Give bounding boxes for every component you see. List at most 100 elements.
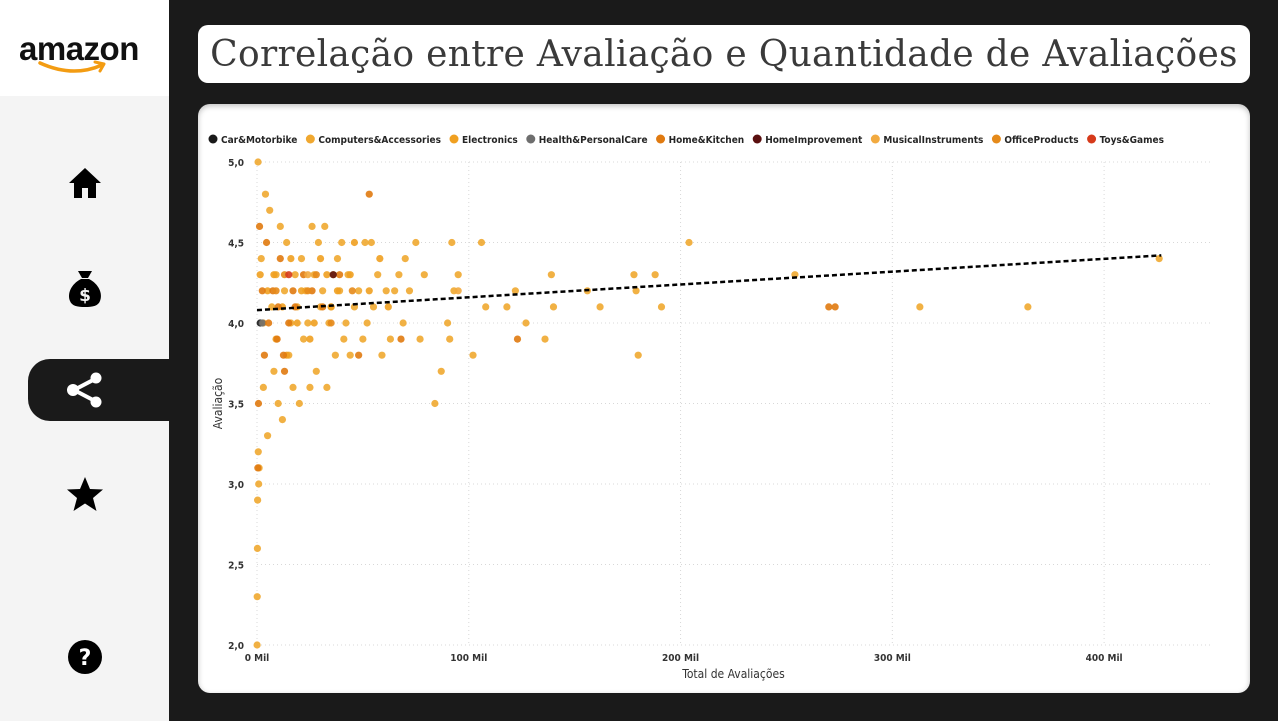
x-tick-label: 300 Mil [874, 653, 911, 664]
data-point [254, 448, 262, 456]
data-point [273, 335, 281, 343]
data-point [503, 303, 511, 311]
data-point [361, 238, 369, 247]
data-point [312, 271, 320, 279]
data-point [630, 271, 638, 279]
svg-text:?: ? [78, 646, 91, 671]
data-point [254, 399, 263, 408]
data-point [346, 351, 354, 359]
data-point [304, 319, 312, 327]
data-point [254, 464, 262, 472]
data-point [255, 222, 264, 230]
data-point [253, 641, 261, 649]
share-nodes-icon [66, 372, 101, 408]
data-point [831, 303, 839, 311]
y-tick-label: 3,0 [228, 480, 244, 491]
chart-card: 2,0 2,5 3,0 3,5 4,0 4,5 5,0 0 Mil 100 Mil 200 Mil… [198, 104, 1250, 693]
data-point [355, 287, 363, 295]
data-point [386, 335, 395, 343]
data-point [342, 319, 350, 327]
data-point [511, 287, 519, 295]
data-point [276, 255, 284, 263]
data-point [367, 238, 375, 247]
data-point [369, 303, 378, 311]
legend-marker [1087, 134, 1097, 144]
data-point [257, 255, 265, 263]
data-point [319, 287, 327, 295]
y-tick-label: 2,0 [228, 641, 244, 652]
data-point [346, 271, 354, 279]
data-point [291, 271, 299, 279]
nav-help-button[interactable]: ? [0, 627, 169, 687]
legend-marker [208, 134, 218, 144]
legend-label: Car&Motorbike [221, 135, 297, 146]
data-point [359, 335, 367, 343]
nav-money-button[interactable]: $ [0, 258, 169, 318]
y-axis-title: Avaliação [211, 377, 225, 429]
logo: amazon [0, 0, 169, 96]
data-point [374, 271, 382, 279]
data-point [262, 238, 271, 247]
nav-correlation-button[interactable] [0, 360, 169, 420]
data-point [287, 255, 295, 263]
data-point [448, 238, 456, 247]
nav-ratings-button[interactable] [0, 464, 169, 524]
data-point [259, 383, 267, 391]
data-point [634, 351, 642, 359]
amazon-smile-icon [38, 60, 106, 73]
data-point [469, 351, 477, 359]
data-point [276, 222, 284, 230]
data-point [365, 287, 373, 295]
legend-label: Toys&Games [1100, 135, 1164, 146]
question-circle-icon: ? [67, 640, 102, 674]
legend-label: Home&Kitchen [669, 135, 745, 146]
data-point [321, 222, 329, 230]
data-point [454, 287, 462, 295]
legend-label: Computers&Accessories [318, 135, 441, 146]
data-point [306, 383, 314, 391]
data-point [437, 367, 445, 375]
data-point [376, 255, 384, 263]
data-point [304, 271, 312, 279]
legend-label: Health&PersonalCare [539, 135, 648, 146]
data-point [263, 287, 272, 295]
data-point [401, 255, 409, 263]
data-point [283, 238, 291, 247]
data-point [260, 351, 269, 359]
data-point [316, 255, 325, 263]
data-point [285, 271, 293, 279]
y-tick-label: 5,0 [228, 158, 244, 169]
data-point [310, 319, 318, 327]
legend-marker [656, 134, 666, 144]
data-point [297, 287, 306, 295]
x-axis-title: Total de Avaliações [681, 667, 785, 681]
data-point [355, 351, 363, 359]
svg-text:$: $ [79, 286, 91, 306]
data-point [295, 399, 303, 408]
data-point [304, 287, 312, 295]
legend-marker [991, 134, 1001, 144]
data-point [278, 416, 287, 424]
data-point [327, 319, 335, 327]
data-point [308, 222, 316, 230]
data-point [916, 303, 924, 311]
data-point [365, 190, 373, 198]
data-point [431, 399, 439, 408]
y-tick-label: 4,5 [228, 239, 244, 250]
legend-marker [449, 134, 459, 144]
data-point [384, 303, 392, 311]
data-point [482, 303, 490, 311]
data-point [265, 319, 273, 327]
data-point [261, 190, 270, 198]
legend-label: HomeImprovement [765, 135, 863, 146]
data-point [335, 271, 344, 279]
scatter-chart[interactable]: 2,0 2,5 3,0 3,5 4,0 4,5 5,0 0 Mil 100 Mil 200 Mil… [198, 104, 1250, 693]
data-point [340, 335, 348, 343]
data-point [547, 271, 555, 279]
data-point [258, 287, 266, 295]
nav-home-button[interactable] [0, 153, 169, 213]
trend-line [256, 254, 1162, 312]
data-point [513, 335, 522, 343]
data-point [331, 351, 339, 359]
data-point [285, 319, 293, 327]
